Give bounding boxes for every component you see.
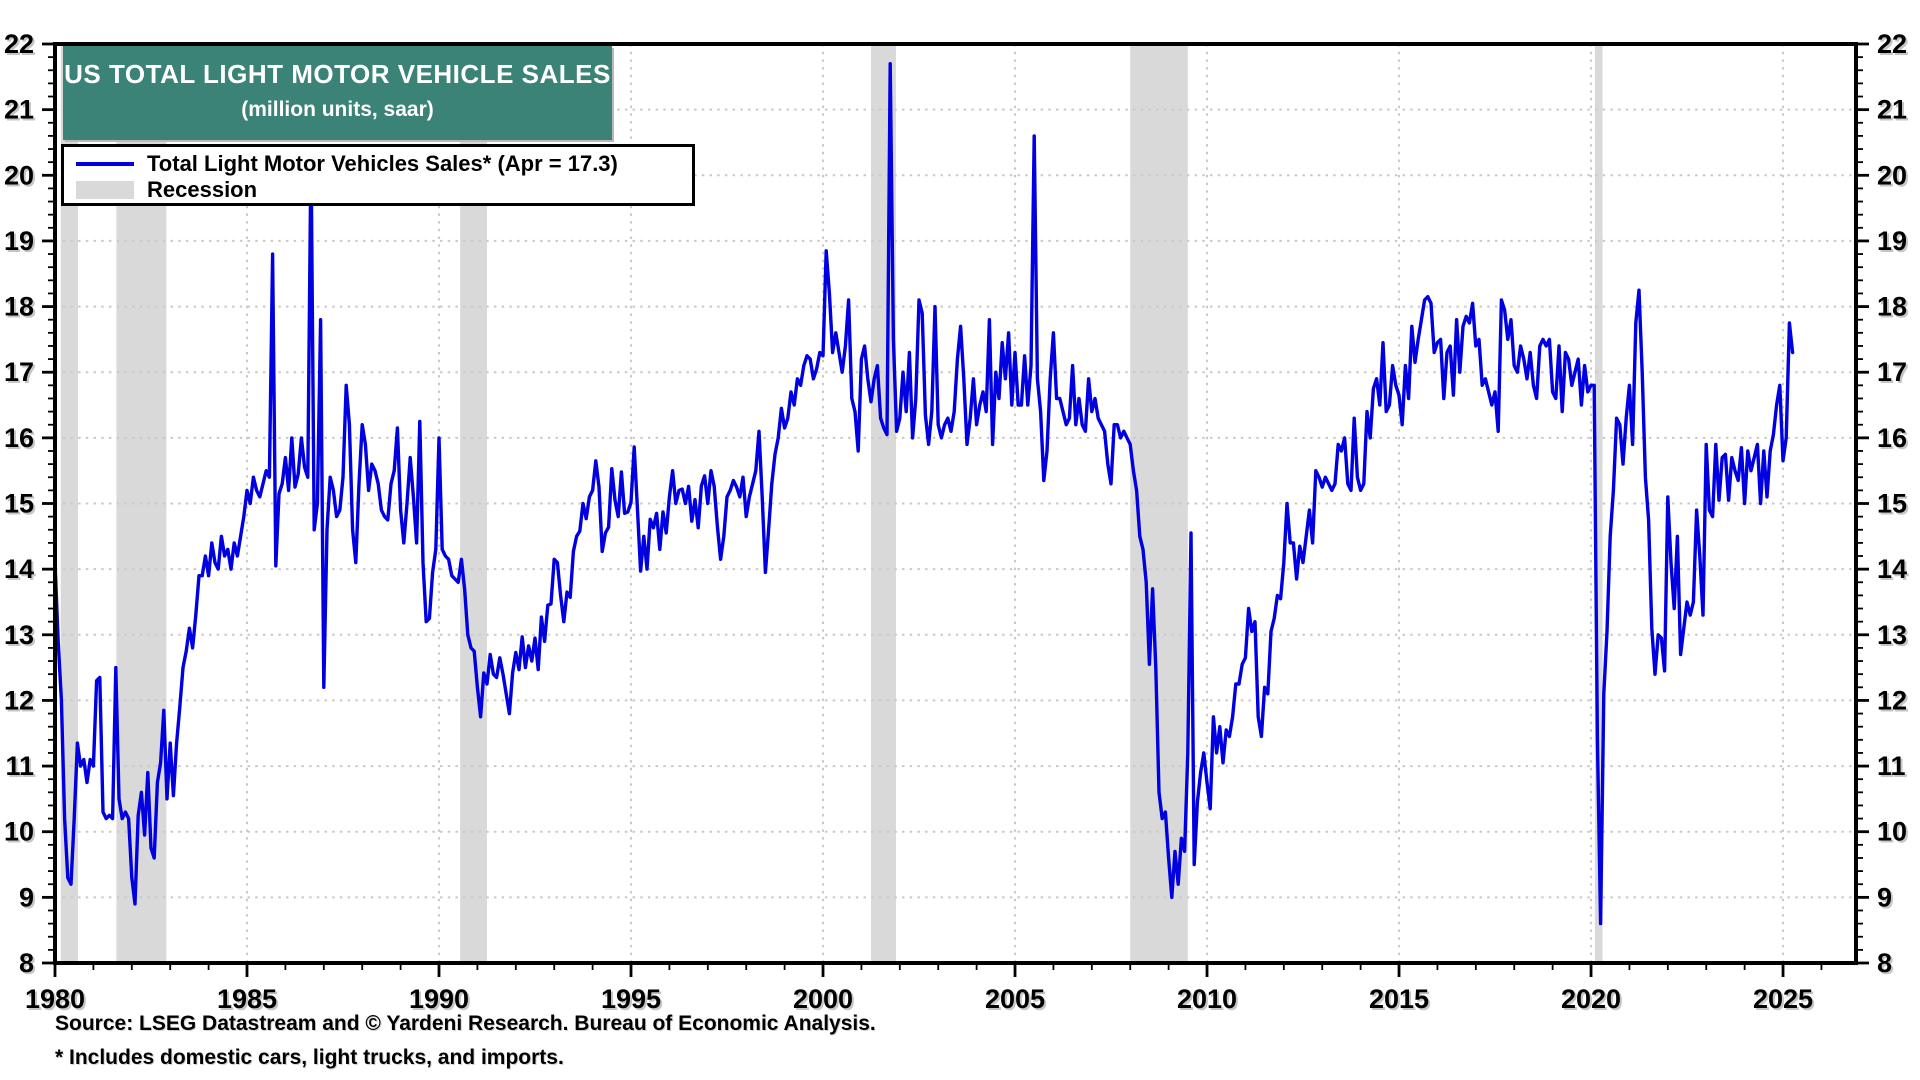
- y-axis-tick-label-right: 10: [1877, 817, 1907, 847]
- recession-legend-label: Recession: [147, 177, 258, 202]
- y-axis-tick-label-left: 14: [4, 554, 34, 584]
- y-axis-tick-label-right: 13: [1877, 620, 1907, 650]
- y-axis-tick-label-left: 11: [5, 751, 34, 781]
- y-axis-tick-label-right: 15: [1877, 489, 1907, 519]
- chart-title-box: US TOTAL LIGHT MOTOR VEHICLE SALES (mill…: [63, 46, 612, 140]
- footnote: * Includes domestic cars, light trucks, …: [55, 1046, 564, 1069]
- y-axis-tick-label-right: 19: [1877, 226, 1907, 256]
- x-axis-tick-label: 2010: [1177, 984, 1237, 1014]
- x-axis-tick-label: 2015: [1369, 984, 1429, 1014]
- y-axis-tick-label-right: 9: [1877, 882, 1892, 912]
- y-axis-tick-label-right: 16: [1877, 423, 1907, 453]
- y-axis-tick-label-right: 18: [1877, 292, 1907, 322]
- legend: Total Light Motor Vehicles Sales* (Apr =…: [61, 144, 695, 206]
- series-legend-label: Total Light Motor Vehicles Sales* (Apr =…: [147, 151, 618, 176]
- sales-line: [53, 62, 1795, 926]
- y-axis-tick-label-left: 10: [4, 817, 34, 847]
- x-axis-tick-label: 2005: [985, 984, 1045, 1014]
- y-axis-tick-label-right: 12: [1877, 685, 1907, 715]
- x-axis-tick-label: 2000: [793, 984, 853, 1014]
- y-axis-tick-label-right: 17: [1877, 357, 1907, 387]
- chart-subtitle: (million units, saar): [241, 98, 434, 121]
- y-axis-tick-label-left: 17: [4, 357, 34, 387]
- x-axis-tick-label: 2020: [1561, 984, 1621, 1014]
- y-axis-tick-label-right: 8: [1877, 948, 1892, 978]
- legend-row-recession: Recession: [76, 177, 692, 203]
- y-axis-tick-label-left: 19: [4, 226, 34, 256]
- recession-band: [60, 44, 79, 963]
- y-axis-tick-label-left: 16: [4, 423, 34, 453]
- x-axis-tick-label: 1985: [217, 984, 277, 1014]
- legend-row-series: Total Light Motor Vehicles Sales* (Apr =…: [76, 151, 692, 177]
- source-note: Source: LSEG Datastream and © Yardeni Re…: [55, 1012, 876, 1035]
- y-axis-tick-label-left: 15: [4, 489, 34, 519]
- x-axis-tick-label: 1980: [25, 984, 85, 1014]
- y-axis-tick-label-left: 8: [19, 948, 34, 978]
- recession-band: [1594, 44, 1603, 963]
- x-axis-tick-label: 1990: [409, 984, 469, 1014]
- y-axis-tick-label-right: 11: [1877, 751, 1906, 781]
- y-axis-tick-label-right: 14: [1877, 554, 1907, 584]
- x-axis-tick-label: 1995: [601, 984, 661, 1014]
- chart-title: US TOTAL LIGHT MOTOR VEHICLE SALES: [64, 59, 611, 89]
- y-axis-tick-label-left: 18: [4, 292, 34, 322]
- x-axis-tick-label: 2025: [1753, 984, 1813, 1014]
- y-axis-tick-label-left: 12: [4, 685, 34, 715]
- series-line-swatch: [76, 162, 134, 166]
- recession-swatch: [76, 181, 134, 199]
- y-axis-tick-label-left: 22: [4, 29, 34, 59]
- y-axis-tick-label-left: 13: [4, 620, 34, 650]
- y-axis-tick-label-right: 21: [1877, 95, 1907, 125]
- recession-band: [1130, 44, 1188, 963]
- y-axis-tick-label-left: 21: [4, 95, 34, 125]
- y-axis-tick-label-right: 20: [1877, 160, 1907, 190]
- y-axis-tick-label-left: 20: [4, 160, 34, 190]
- y-axis-tick-label-left: 9: [19, 882, 34, 912]
- y-axis-tick-label-right: 22: [1877, 29, 1907, 59]
